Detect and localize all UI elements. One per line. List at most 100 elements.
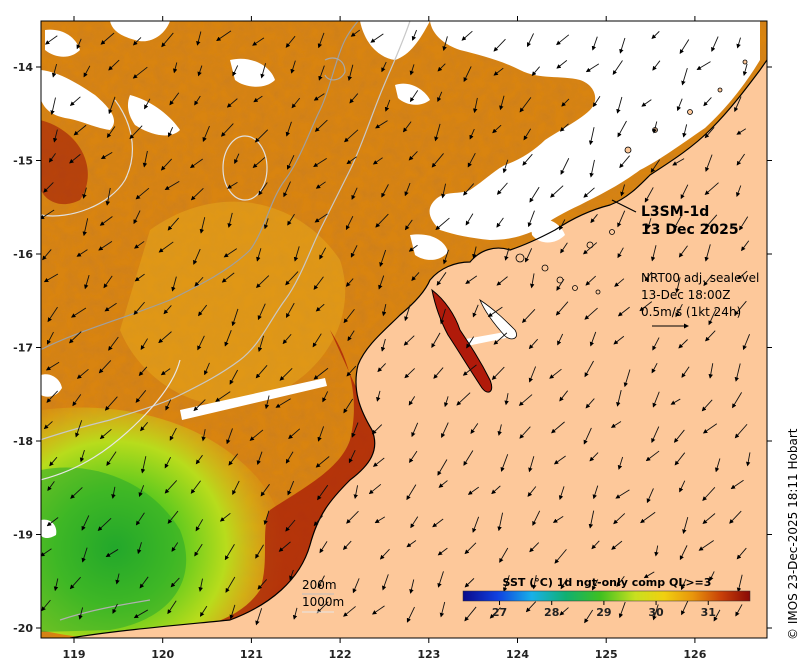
- wind-vector-icon: [78, 607, 84, 620]
- wind-vector-icon: [704, 182, 719, 196]
- wind-vector-icon: [411, 272, 420, 281]
- wind-vector-icon: [69, 154, 81, 164]
- wind-vector-icon: [371, 605, 385, 615]
- wind-vector-icon: [44, 35, 58, 45]
- wind-vector-icon: [317, 484, 329, 501]
- wind-vector-icon: [133, 301, 145, 315]
- wind-vector-icon: [527, 210, 535, 228]
- wind-vector-icon: [108, 96, 116, 115]
- wind-vector-icon: [529, 273, 535, 289]
- wind-vector-icon: [504, 393, 509, 406]
- wind-vector-icon: [190, 187, 204, 201]
- wind-vector-icon: [275, 398, 291, 408]
- wind-vector-icon: [193, 399, 206, 412]
- latitude-tick-label: -20: [13, 622, 33, 635]
- wind-vector-icon: [225, 576, 236, 593]
- wind-vector-icon: [344, 129, 359, 143]
- wind-vector-icon: [138, 366, 148, 377]
- wind-vector-icon: [76, 368, 89, 379]
- wind-vector-icon: [461, 30, 473, 41]
- wind-vector-icon: [215, 391, 231, 402]
- wind-vector-icon: [708, 363, 714, 379]
- wind-vector-icon: [643, 571, 655, 579]
- wind-vector-icon: [504, 247, 510, 261]
- wind-vector-icon: [713, 609, 721, 622]
- wind-vector-icon: [227, 212, 233, 228]
- wind-vector-icon: [99, 216, 113, 226]
- wind-vector-icon: [435, 217, 450, 231]
- wind-vector-icon: [256, 451, 263, 466]
- australian-landmass: [70, 21, 767, 638]
- wind-vector-icon: [104, 302, 117, 312]
- wind-vector-icon: [41, 548, 52, 557]
- wind-vector-icon: [313, 367, 329, 380]
- wind-vector-icon: [216, 30, 232, 42]
- wind-vector-icon: [736, 574, 743, 593]
- wind-vector-icon: [198, 578, 203, 592]
- wind-vector-icon: [137, 542, 142, 555]
- wind-vector-icon: [132, 66, 148, 79]
- wind-vector-icon: [158, 241, 174, 253]
- wind-vector-icon: [197, 335, 205, 351]
- wind-vector-icon: [134, 241, 145, 249]
- wind-vector-icon: [652, 391, 660, 408]
- wind-vector-icon: [467, 152, 476, 168]
- wind-vector-icon: [372, 457, 385, 467]
- wind-vector-icon: [348, 450, 356, 464]
- latitude-tick-label: -14: [13, 61, 33, 74]
- wind-vector-icon: [736, 185, 742, 197]
- wind-vector-icon: [195, 454, 203, 465]
- wind-vector-icon: [100, 152, 113, 160]
- wind-vector-icon: [167, 126, 174, 138]
- wind-vector-icon: [553, 455, 566, 465]
- wind-vector-icon: [98, 241, 113, 251]
- wind-vector-icon: [735, 604, 743, 617]
- wind-vector-icon: [170, 577, 180, 588]
- wind-vector-icon: [702, 513, 716, 525]
- wind-vector-icon: [319, 247, 327, 260]
- wind-vector-icon: [613, 513, 626, 525]
- wind-vector-icon: [550, 185, 564, 198]
- latitude-tick-label: -16: [13, 248, 33, 261]
- wind-vector-icon: [317, 575, 325, 588]
- wind-vector-icon: [135, 187, 150, 200]
- wind-vector-icon: [164, 480, 178, 494]
- wind-vector-icon: [464, 542, 477, 555]
- wind-vector-icon: [645, 450, 660, 462]
- wind-vector-icon: [736, 547, 747, 560]
- wind-vector-icon: [584, 609, 594, 624]
- wind-vector-icon: [140, 456, 147, 474]
- wind-vector-field: [41, 29, 751, 626]
- wind-vector-icon: [219, 512, 231, 522]
- wind-vector-icon: [696, 61, 711, 70]
- wind-vector-icon: [493, 332, 508, 345]
- wind-vector-icon: [589, 331, 597, 347]
- wind-vector-icon: [372, 157, 383, 165]
- wind-vector-icon: [680, 578, 687, 591]
- wind-vector-icon: [53, 578, 59, 592]
- wind-vector-icon: [734, 96, 742, 113]
- wind-vector-icon: [317, 426, 325, 442]
- wind-vector-icon: [491, 485, 501, 495]
- wind-vector-icon: [370, 33, 384, 43]
- wind-vector-icon: [442, 36, 448, 51]
- wind-vector-icon: [592, 96, 601, 108]
- wind-vector-icon: [313, 276, 324, 290]
- wind-vector-icon: [523, 128, 532, 141]
- wind-vector-icon: [349, 93, 359, 104]
- wind-vector-icon: [467, 486, 479, 495]
- wind-vector-icon: [437, 91, 443, 103]
- wind-vector-icon: [591, 540, 600, 550]
- wind-vector-icon: [698, 540, 714, 551]
- bathymetry-label-1000m: 1000m: [302, 595, 344, 609]
- wind-vector-icon: [584, 360, 594, 378]
- wind-vector-icon: [287, 480, 295, 496]
- wind-vector-icon: [160, 368, 171, 376]
- wind-vector-icon: [132, 37, 142, 46]
- wind-vector-icon: [197, 65, 203, 77]
- wind-vector-icon: [610, 421, 622, 428]
- wind-vector-icon: [231, 308, 239, 327]
- wind-vector-icon: [72, 394, 82, 407]
- wind-vector-icon: [371, 424, 383, 435]
- wind-vector-icon: [224, 543, 235, 561]
